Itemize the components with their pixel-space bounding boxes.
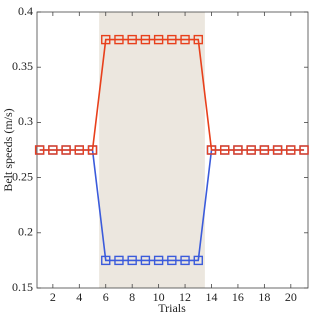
- y-tick-label: 0.25: [12, 169, 33, 183]
- y-tick-label: 0.3: [18, 114, 33, 128]
- shaded-region: [99, 12, 205, 288]
- marker: [127, 34, 137, 45]
- marker: [220, 145, 230, 155]
- marker: [286, 145, 296, 155]
- marker: [140, 255, 151, 266]
- marker: [140, 34, 151, 45]
- y-tick-label: 0.2: [18, 225, 33, 239]
- marker: [233, 145, 243, 155]
- x-tick-label: 14: [205, 290, 217, 304]
- y-tick-label: 0.15: [12, 280, 33, 294]
- x-tick-label: 6: [103, 290, 109, 304]
- x-tick-label: 8: [129, 290, 135, 304]
- x-axis-label: Trials: [158, 301, 186, 312]
- marker: [114, 255, 124, 266]
- marker: [299, 145, 309, 155]
- marker: [74, 145, 85, 155]
- marker: [34, 145, 45, 155]
- marker: [246, 145, 256, 155]
- marker: [61, 145, 71, 155]
- marker: [206, 145, 217, 155]
- marker: [259, 145, 270, 155]
- marker: [114, 34, 124, 45]
- x-tick-label: 16: [232, 290, 244, 304]
- x-tick-label: 4: [76, 290, 82, 304]
- y-axis-label: Belt speeds (m/s): [1, 108, 15, 191]
- chart: Trials Belt speeds (m/s) 0.15 0.2 0.25 0.3 0…: [1, 4, 309, 312]
- marker: [153, 255, 164, 266]
- marker: [193, 34, 203, 45]
- y-tick-label: 0.35: [12, 59, 33, 73]
- x-tick-label: 20: [285, 290, 297, 304]
- x-tick-label: 10: [153, 290, 165, 304]
- x-tick-label: 12: [179, 290, 191, 304]
- marker: [180, 34, 190, 45]
- marker: [167, 34, 177, 45]
- x-tick-label: 18: [258, 290, 270, 304]
- marker: [193, 255, 203, 266]
- marker: [127, 255, 137, 266]
- marker: [272, 145, 283, 155]
- marker: [101, 34, 111, 45]
- marker: [167, 255, 177, 266]
- x-tick-label: 2: [50, 290, 56, 304]
- marker: [180, 255, 190, 266]
- marker: [101, 255, 111, 266]
- y-tick-label: 0.4: [18, 4, 33, 18]
- marker: [48, 145, 58, 155]
- marker: [87, 145, 98, 155]
- marker: [153, 34, 164, 45]
